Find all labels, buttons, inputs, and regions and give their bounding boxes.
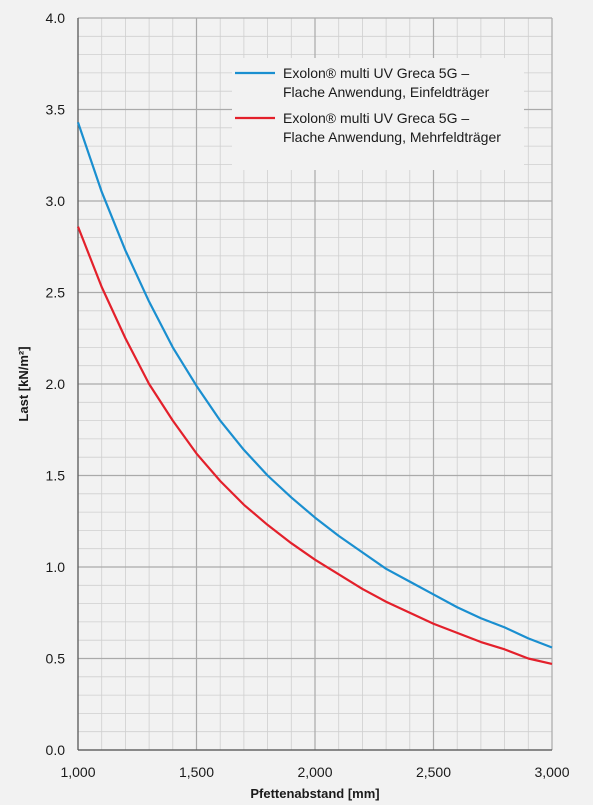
legend-label-line: Exolon® multi UV Greca 5G –	[283, 65, 469, 81]
series-line-red	[76, 226, 553, 666]
x-tick-label: 3,000	[534, 764, 569, 780]
x-tick-label: 2,000	[297, 764, 332, 780]
y-tick-label: 1.0	[46, 559, 66, 575]
x-tick-label: 2,500	[416, 764, 451, 780]
tick-labels: 1,000 1,500 2,000 2,500 3,000 0.0 0.5 1.0 1.5 2.0…	[46, 10, 570, 780]
legend-label-line: Exolon® multi UV Greca 5G –	[283, 110, 469, 126]
legend-label-line: Flache Anwendung, Einfeldträger	[283, 84, 490, 100]
series-lines	[76, 121, 553, 666]
y-tick-label: 1.5	[46, 468, 66, 484]
legend-background	[232, 58, 524, 170]
y-tick-label: 2.0	[46, 376, 66, 392]
y-tick-label: 2.5	[46, 285, 66, 301]
y-tick-label: 3.5	[46, 102, 66, 118]
y-tick-label: 0.5	[46, 651, 66, 667]
y-tick-label: 0.0	[46, 742, 66, 758]
series-line-blue	[76, 121, 553, 649]
x-axis-title: Pfettenabstand [mm]	[250, 786, 379, 801]
legend-label-line: Flache Anwendung, Mehrfeldträger	[283, 129, 501, 145]
y-tick-label: 3.0	[46, 193, 66, 209]
x-tick-label: 1,000	[60, 764, 95, 780]
legend: Exolon® multi UV Greca 5G – Flache Anwen…	[232, 58, 524, 170]
y-tick-label: 4.0	[46, 10, 66, 26]
x-tick-label: 1,500	[179, 764, 214, 780]
y-axis-title: Last [kN/m²]	[16, 346, 31, 421]
